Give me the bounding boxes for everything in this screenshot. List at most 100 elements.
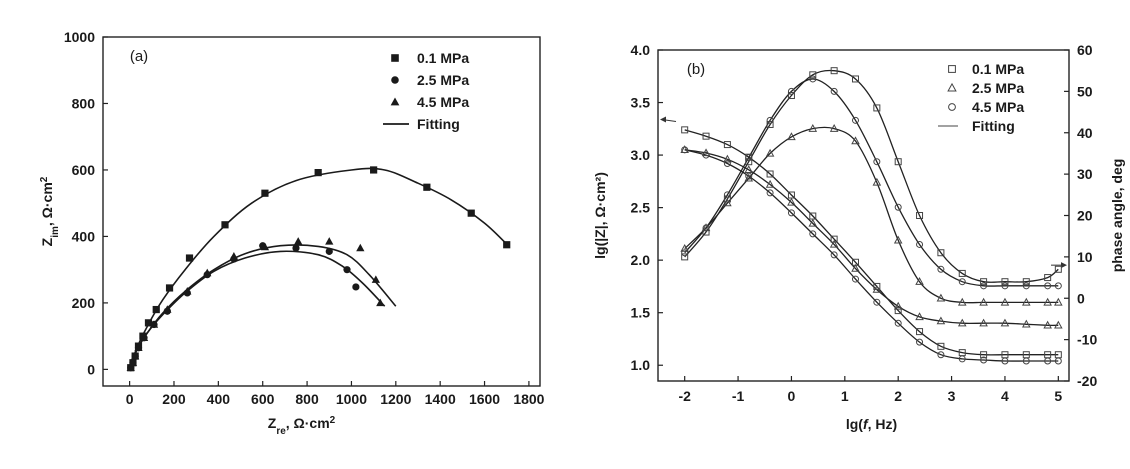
x-tick-label-a: 1400 bbox=[425, 391, 456, 407]
x-tick-label-a: 1800 bbox=[513, 391, 544, 407]
phase-point bbox=[787, 132, 796, 141]
phase-point bbox=[958, 269, 966, 277]
data-point-a bbox=[163, 305, 172, 313]
magnitude-point bbox=[1044, 357, 1052, 365]
phase-point bbox=[851, 116, 859, 124]
magnitude-point bbox=[702, 151, 710, 159]
x-tick-label-b: -1 bbox=[732, 388, 745, 404]
magnitude-point bbox=[830, 251, 838, 259]
magnitude-point bbox=[1054, 320, 1063, 329]
data-point-a bbox=[423, 183, 431, 191]
x-axis-title-a: Zre, Ω·cm2 bbox=[268, 415, 336, 437]
data-point-a bbox=[376, 298, 385, 307]
data-point-a bbox=[356, 243, 365, 252]
chart-a: 0 200 400 600 800 1000 1200 1400 1600 1800 0 200 400… bbox=[39, 29, 545, 437]
y-left-tick-label-b: 1.0 bbox=[631, 357, 651, 373]
magnitude-point bbox=[723, 141, 731, 149]
phase-point bbox=[744, 173, 754, 182]
magnitude-point bbox=[937, 351, 945, 359]
magnitude-point bbox=[916, 328, 924, 336]
y-axis-title-part-a: , Ω·cm bbox=[39, 182, 55, 226]
x-axis-title-b: lg(f, Hz) bbox=[846, 416, 897, 432]
phase-point bbox=[936, 293, 946, 302]
data-point-a bbox=[128, 358, 138, 366]
phase-point bbox=[851, 75, 859, 83]
phase-point bbox=[681, 249, 689, 257]
phase-point bbox=[808, 123, 818, 132]
phase-point bbox=[787, 87, 795, 95]
x-tick-label-b: -2 bbox=[678, 388, 691, 404]
magnitude-point bbox=[958, 355, 966, 363]
x-axis-title-part-b: , Hz) bbox=[868, 416, 898, 432]
y-right-tick-label-b: 60 bbox=[1077, 42, 1093, 58]
data-point-a bbox=[370, 166, 378, 174]
magnitude-point bbox=[1001, 357, 1009, 365]
data-point-a bbox=[229, 252, 239, 260]
phase-point bbox=[829, 123, 839, 132]
left-axis-arrowhead bbox=[660, 116, 666, 123]
chart-b: -2 -1 0 1 2 3 4 51.01.52.02.53.03.54.0-20-10010… bbox=[592, 42, 1125, 432]
phase-point bbox=[680, 243, 689, 252]
phase-point bbox=[979, 297, 988, 306]
data-point-a bbox=[261, 189, 269, 197]
magnitude-point bbox=[829, 239, 839, 248]
y-axis-title-part-a: 2 bbox=[39, 176, 50, 182]
data-point-a bbox=[152, 305, 160, 314]
magnitude-point bbox=[1022, 319, 1031, 328]
data-point-a bbox=[221, 221, 229, 229]
phase-point bbox=[1001, 282, 1009, 290]
data-point-a bbox=[294, 237, 303, 245]
legend-label-b: 2.5 MPa bbox=[972, 80, 1024, 96]
data-point-a bbox=[185, 254, 194, 262]
magnitude-point bbox=[745, 172, 753, 180]
data-point-a bbox=[343, 266, 351, 274]
x-axis-title-part-a: re bbox=[276, 426, 286, 437]
data-point-a bbox=[352, 283, 360, 291]
phase-point bbox=[916, 240, 924, 248]
y-right-tick-label-b: 50 bbox=[1077, 83, 1093, 99]
phase-point bbox=[1022, 278, 1030, 286]
data-point-a bbox=[325, 247, 333, 255]
magnitude-point bbox=[808, 218, 818, 227]
y-left-axis-title-b: lg(|Z|, Ω·cm²) bbox=[592, 172, 608, 259]
x-axis-title-part-b: lg( bbox=[846, 416, 863, 432]
data-point-a bbox=[165, 284, 174, 292]
y-right-tick-label-b: -20 bbox=[1077, 373, 1097, 389]
x-axis-title-part-a: 2 bbox=[330, 415, 336, 426]
magnitude-point bbox=[723, 159, 731, 167]
magnitude-point bbox=[937, 342, 945, 350]
phase-point bbox=[745, 158, 753, 166]
magnitude-point bbox=[894, 319, 902, 327]
magnitude-point bbox=[851, 275, 859, 283]
legend-marker-a bbox=[391, 76, 399, 84]
phase-point bbox=[787, 92, 795, 100]
x-tick-label-a: 1600 bbox=[469, 391, 500, 407]
legend-marker-b bbox=[948, 103, 956, 111]
legend-label-a: 4.5 MPa bbox=[417, 94, 469, 110]
phase-point bbox=[681, 253, 689, 261]
magnitude-point bbox=[873, 298, 881, 306]
magnitude-point bbox=[915, 312, 924, 321]
magnitude-fit-curve bbox=[684, 129, 1059, 356]
phase-point bbox=[1054, 297, 1063, 306]
data-point-a bbox=[503, 241, 511, 249]
magnitude-point bbox=[1000, 318, 1010, 327]
x-tick-label-a: 800 bbox=[295, 391, 319, 407]
data-point-a bbox=[292, 244, 300, 252]
phase-point bbox=[830, 87, 838, 95]
magnitude-point bbox=[766, 189, 774, 197]
y-right-tick-label-b: 10 bbox=[1077, 249, 1093, 265]
y-left-tick-label-b: 2.0 bbox=[631, 252, 651, 268]
phase-point bbox=[1044, 274, 1052, 282]
phase-point bbox=[1022, 297, 1031, 306]
magnitude-point bbox=[916, 338, 924, 346]
phase-point bbox=[957, 297, 967, 306]
magnitude-point bbox=[809, 230, 817, 238]
legend-label-b: 4.5 MPa bbox=[972, 99, 1024, 115]
data-point-a bbox=[134, 343, 143, 352]
phase-point bbox=[958, 278, 966, 286]
x-tick-label-a: 0 bbox=[126, 391, 134, 407]
x-tick-label-a: 200 bbox=[162, 391, 186, 407]
phase-point bbox=[1044, 282, 1052, 290]
y-tick-label-a: 400 bbox=[72, 228, 96, 244]
